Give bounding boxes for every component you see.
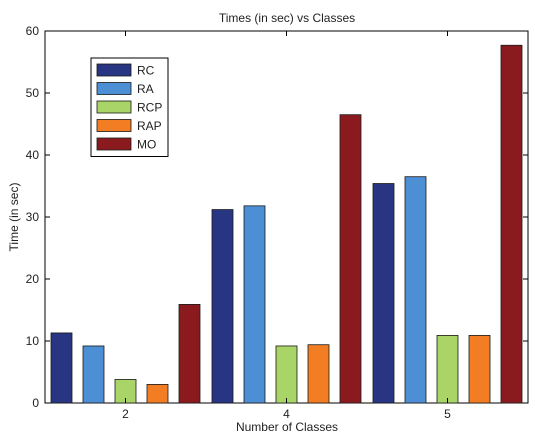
chart-title: Times (in sec) vs Classes xyxy=(219,11,355,25)
bar-rap-4 xyxy=(307,344,330,404)
bar-mo-4 xyxy=(339,114,362,404)
y-axis-label: Time (in sec) xyxy=(7,183,21,252)
x-axis-label: Number of Classes xyxy=(236,420,338,434)
y-tick-label: 10 xyxy=(26,334,40,348)
legend-swatch-rcp xyxy=(96,100,132,114)
legend-swatch-rc xyxy=(96,63,132,77)
x-tick-label: 5 xyxy=(444,407,451,421)
legend-swatch-ra xyxy=(96,82,132,95)
x-tick-label: 4 xyxy=(283,407,290,421)
legend-swatch-mo xyxy=(96,137,132,151)
legend-label-rcp: RCP xyxy=(137,101,162,115)
y-tick-label: 40 xyxy=(26,148,40,162)
bar-rc-2 xyxy=(50,332,73,404)
legend-label-rap: RAP xyxy=(137,119,162,133)
legend-label-rc: RC xyxy=(137,64,155,78)
bar-rcp-4 xyxy=(275,345,298,404)
bar-rap-2 xyxy=(146,383,169,404)
bar-mo-5 xyxy=(500,44,523,404)
bar-rcp-5 xyxy=(436,335,459,404)
legend-label-mo: MO xyxy=(137,138,156,152)
y-tick-label: 60 xyxy=(26,24,40,38)
y-tick-label: 50 xyxy=(26,86,40,100)
bar-rc-5 xyxy=(372,183,395,404)
bar-rc-4 xyxy=(211,209,234,404)
y-tick-label: 30 xyxy=(26,210,40,224)
x-tick-label: 2 xyxy=(122,407,129,421)
bar-ra-2 xyxy=(82,345,105,404)
bar-ra-4 xyxy=(243,205,266,404)
legend-swatch-rap xyxy=(96,119,132,132)
y-tick-label: 0 xyxy=(32,396,39,410)
bar-rap-5 xyxy=(468,335,491,404)
bar-ra-5 xyxy=(404,176,427,404)
y-tick-label: 20 xyxy=(26,272,40,286)
legend-label-ra: RA xyxy=(137,82,154,96)
bar-mo-2 xyxy=(178,304,201,404)
plot-area: 0 10 20 30 40 50 60 2 4 5 RC RA RCP RAP MO xyxy=(26,24,529,421)
